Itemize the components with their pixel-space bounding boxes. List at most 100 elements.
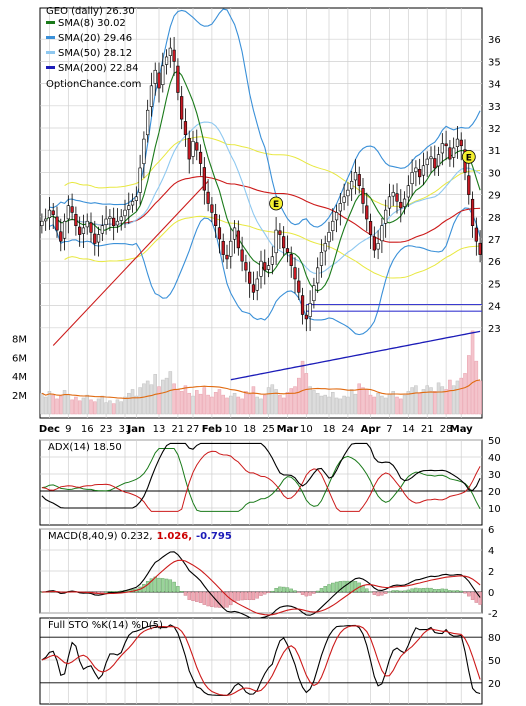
volume-bar xyxy=(108,400,112,415)
volume-bar xyxy=(361,387,365,415)
macd-histogram-bar xyxy=(334,581,339,593)
candle-up xyxy=(123,209,127,217)
volume-bar xyxy=(240,398,244,415)
macd-histogram-bar xyxy=(281,586,286,593)
macd-histogram-bar xyxy=(108,591,112,593)
volume-bar xyxy=(470,330,475,415)
macd-histogram-bar xyxy=(470,591,475,600)
volume-bar xyxy=(259,398,263,415)
candle-up xyxy=(350,180,354,190)
price-legend: GEO (daily) 26.30 SMA(8) 30.02 SMA(20) 2… xyxy=(46,6,141,90)
macd-histogram-bar xyxy=(145,581,150,593)
macd-histogram-bar xyxy=(202,591,207,605)
candle-down xyxy=(78,226,82,235)
candle-up xyxy=(149,85,154,107)
candle-up xyxy=(100,225,104,234)
macd-histogram-bar xyxy=(349,580,354,593)
candle-down xyxy=(59,231,63,242)
macd-histogram-bar xyxy=(297,591,301,593)
x-tick-label: 18 xyxy=(323,424,336,435)
volume-bar xyxy=(51,394,55,415)
macd-histogram-bar xyxy=(191,591,195,601)
volume-bar xyxy=(372,396,377,415)
candle-up xyxy=(376,243,380,250)
candle-down xyxy=(248,271,252,284)
candle-up xyxy=(323,243,327,252)
volume-bar xyxy=(278,394,282,415)
x-tick-label: May xyxy=(450,424,473,435)
candle-down xyxy=(74,214,78,226)
macd-histogram-bar xyxy=(463,591,467,594)
volume-tick-label: 8M xyxy=(12,334,27,345)
volume-bar xyxy=(225,397,229,415)
candle-down xyxy=(418,168,422,178)
sma50-label: SMA(50) 28.12 xyxy=(58,48,132,59)
volume-bar xyxy=(274,389,278,415)
stochastic-panel: 20 50 80 xyxy=(39,617,501,705)
volume-bar xyxy=(161,379,165,415)
watermark: OptionChance.com xyxy=(46,79,141,90)
volume-bar xyxy=(380,395,384,415)
volume-bar xyxy=(183,385,188,415)
volume-bar xyxy=(448,379,452,415)
candle-down xyxy=(300,295,305,315)
lower-bollinger-line xyxy=(49,207,481,336)
sma200-line xyxy=(230,330,481,381)
volume-bar xyxy=(74,396,78,415)
volume-bar xyxy=(130,389,135,415)
volume-bar xyxy=(229,395,233,415)
volume-tick-label: 6M xyxy=(12,353,27,364)
candle-up xyxy=(96,234,101,243)
sma50-swatch xyxy=(46,51,55,54)
x-tick-label: Feb xyxy=(202,424,222,435)
macd-histogram-bar xyxy=(278,586,282,593)
candle-up xyxy=(255,278,259,291)
candle-down xyxy=(176,65,180,93)
adx-title: ADX(14) 18.50 xyxy=(48,442,122,453)
volume-bar xyxy=(395,396,399,415)
volume-bar xyxy=(300,360,305,415)
macd-histogram-bar xyxy=(172,581,176,593)
volume-bar xyxy=(119,401,123,415)
price-tick-label: 26 xyxy=(488,257,501,268)
volume-bar xyxy=(127,392,131,415)
volume-bar xyxy=(425,385,429,415)
volume-bar xyxy=(391,391,395,415)
candle-down xyxy=(459,139,463,147)
volume-bar xyxy=(191,395,195,415)
macd-histogram-bar xyxy=(247,591,252,601)
macd-histogram-bar xyxy=(323,586,327,593)
volume-bar xyxy=(244,391,248,415)
adx-tick-label: 20 xyxy=(488,487,501,498)
macd-histogram-bar xyxy=(176,586,180,593)
volume-bar xyxy=(89,399,93,415)
candle-up xyxy=(115,220,120,226)
x-tick-label: 13 xyxy=(153,424,166,435)
candle-down xyxy=(365,205,369,220)
volume-bar xyxy=(383,397,388,415)
candle-down xyxy=(399,201,403,209)
candle-down xyxy=(293,267,297,280)
candle-up xyxy=(232,227,237,240)
macd-histogram-bar xyxy=(467,591,471,597)
lower-envelope-line xyxy=(64,215,481,279)
candle-up xyxy=(387,196,392,209)
volume-bar xyxy=(417,392,422,415)
volume-bar xyxy=(157,386,161,415)
candle-down xyxy=(289,254,293,266)
candle-down xyxy=(180,96,184,120)
sma200-swatch xyxy=(46,66,55,69)
candle-up xyxy=(308,303,312,317)
volume-bar xyxy=(444,389,448,415)
macd-histogram-bar xyxy=(436,589,441,593)
macd-histogram-bar xyxy=(149,578,154,593)
macd-histogram-bar xyxy=(338,581,343,593)
macd-signal-line xyxy=(41,559,481,616)
macd-histogram-bar xyxy=(421,588,426,593)
volume-bar xyxy=(43,396,48,415)
volume-bar xyxy=(319,395,324,415)
volume-bar xyxy=(327,396,331,415)
volume-bar xyxy=(123,396,127,415)
volume-bar xyxy=(70,399,74,415)
macd-histogram-bar xyxy=(289,588,293,593)
